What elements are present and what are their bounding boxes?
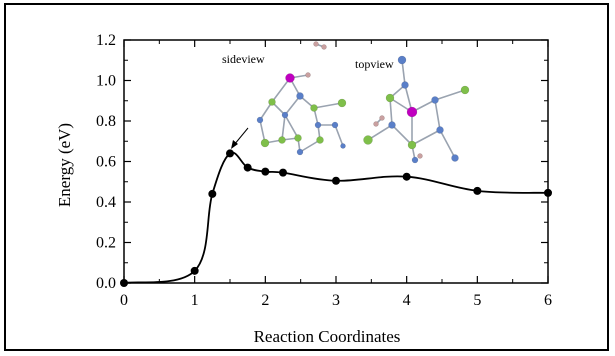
atom — [316, 136, 324, 144]
bond — [334, 124, 344, 147]
sideview-label: sideview — [222, 52, 265, 66]
data-point — [226, 149, 234, 158]
y-axis-label: Energy (eV) — [55, 123, 74, 207]
data-point — [243, 163, 252, 172]
x-tick-label: 0 — [120, 292, 128, 309]
plot-area-border — [123, 39, 549, 284]
data-point — [261, 167, 270, 176]
atom — [451, 154, 459, 162]
bond — [313, 102, 343, 109]
x-axis-label: Reaction Coordinates — [254, 327, 401, 346]
data-point — [120, 279, 128, 287]
atom — [310, 104, 318, 112]
atom — [268, 98, 276, 106]
atom — [397, 55, 407, 65]
atom — [313, 41, 319, 47]
atom — [407, 140, 417, 150]
atom — [379, 115, 385, 121]
atom — [388, 121, 396, 129]
x-tick-label: 5 — [473, 292, 481, 309]
bond — [389, 97, 393, 126]
tick-labels: 0 1 2 3 4 5 6 0.0 0.2 0.4 0.6 0.8 1.0 1.2 — [96, 32, 552, 309]
bond — [391, 124, 413, 146]
y-tick-label: 0.2 — [96, 235, 116, 252]
atom — [281, 111, 289, 119]
y-tick-label: 1.2 — [96, 32, 116, 49]
bond — [367, 124, 393, 141]
ticks — [123, 39, 549, 284]
x-tick-label: 4 — [403, 292, 411, 309]
atom — [294, 134, 302, 142]
arrow-to-peak — [231, 127, 249, 149]
bond — [259, 101, 273, 121]
atom — [460, 85, 470, 95]
atom — [260, 138, 270, 148]
bond — [411, 129, 441, 146]
atom — [385, 93, 395, 103]
x-tick-label: 3 — [332, 292, 340, 309]
atom — [296, 92, 304, 100]
atom — [331, 121, 339, 129]
atom — [417, 153, 423, 159]
bond — [299, 139, 321, 153]
bond — [434, 99, 441, 131]
bond — [434, 89, 466, 101]
axes — [123, 39, 549, 284]
atom — [340, 143, 346, 149]
y-tick-label: 1.0 — [96, 73, 116, 90]
atom — [373, 121, 379, 127]
data-point — [279, 168, 287, 177]
y-tick-label: 0.4 — [96, 194, 116, 211]
atom — [406, 106, 418, 118]
sideview-molecule-illustration — [256, 41, 347, 156]
data-point — [473, 186, 482, 195]
atom — [431, 96, 439, 104]
data-point — [544, 188, 552, 197]
data-points — [120, 149, 552, 287]
atom — [256, 116, 264, 124]
y-tick-label: 0.6 — [96, 154, 116, 171]
data-point — [208, 189, 217, 198]
bond — [284, 95, 301, 116]
atom — [305, 72, 311, 78]
topview-molecule-illustration — [363, 55, 470, 164]
atom — [337, 98, 347, 108]
y-tick-label: 0.8 — [96, 113, 116, 130]
energy-curve — [123, 151, 549, 284]
atom — [285, 73, 295, 83]
atom — [321, 44, 327, 50]
atom — [314, 121, 322, 129]
data-point — [190, 266, 199, 275]
atom — [278, 136, 286, 144]
x-tick-label: 2 — [261, 292, 269, 309]
bond — [281, 114, 286, 141]
data-point — [402, 172, 411, 181]
atom — [296, 148, 304, 156]
bond — [401, 59, 406, 86]
bond — [439, 129, 456, 159]
atom — [411, 156, 419, 164]
data-point — [332, 176, 340, 185]
atom — [436, 126, 444, 134]
y-tick-label: 0.0 — [96, 275, 116, 292]
atom — [363, 135, 373, 145]
x-tick-label: 1 — [191, 292, 199, 309]
bond — [284, 114, 299, 139]
atom — [401, 81, 409, 89]
topview-label: topview — [355, 57, 394, 71]
x-tick-label: 6 — [544, 292, 552, 309]
bond — [271, 77, 291, 103]
